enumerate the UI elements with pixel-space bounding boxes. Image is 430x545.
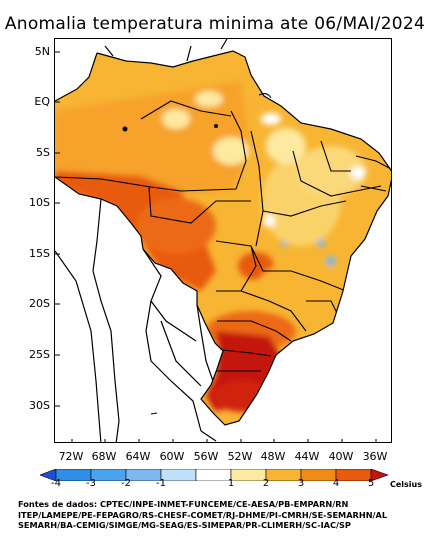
- sources-line-2: ITEP/LAMEPE/PE-FEPAGRO/RS-CHESF-COMET/RJ…: [18, 509, 388, 520]
- islands: [122, 93, 272, 415]
- colorbar-seg-gt-5: [370, 469, 389, 481]
- anomaly-map: [55, 39, 391, 442]
- lon-label-48w: 48W: [260, 450, 286, 463]
- lat-label-5s: 5S: [36, 146, 50, 159]
- lon-label-40w: 40W: [328, 450, 354, 463]
- colorbar-tick: 5: [367, 478, 375, 489]
- colorbar-tick: -3: [86, 478, 96, 489]
- data-sources: Fontes de dados: CPTEC/INPE-INMET-FUNCEM…: [18, 499, 428, 531]
- colorbar-tick: 2: [262, 478, 270, 489]
- colorbar-tick: -2: [121, 478, 131, 489]
- lon-label-60w: 60W: [159, 450, 185, 463]
- sources-line-3: SEMARH/BA-CEMIG/SIMGE/MG-SEAG/ES-SIMEPAR…: [18, 520, 351, 530]
- colorbar-tick: 3: [297, 478, 305, 489]
- colorbar-tick: 4: [332, 478, 340, 489]
- map-area: [54, 38, 392, 443]
- lat-label-20s: 20S: [29, 297, 50, 310]
- anomaly-field: [55, 51, 391, 425]
- lat-label-5n: 5N: [34, 45, 50, 58]
- map-title: Anomalia temperatura minima ate 06/MAI/2…: [4, 14, 426, 34]
- lon-label-64w: 64W: [125, 450, 151, 463]
- colorbar: [40, 469, 389, 481]
- lon-label-36w: 36W: [362, 450, 388, 463]
- colorbar-tick: 1: [227, 478, 235, 489]
- lat-label-30s: 30S: [29, 399, 50, 412]
- lon-label-52w: 52W: [227, 450, 253, 463]
- sources-line-1: Fontes de dados: CPTEC/INPE-INMET-FUNCEM…: [18, 499, 349, 509]
- lat-label-eq: EQ: [34, 95, 50, 108]
- lon-label-68w: 68W: [91, 450, 117, 463]
- axis-ticks: [55, 51, 377, 442]
- lat-label-15s: 15S: [29, 247, 50, 260]
- colorbar-tick: -1: [156, 478, 166, 489]
- lon-label-72w: 72W: [58, 450, 84, 463]
- lon-label-56w: 56W: [193, 450, 219, 463]
- lat-label-25s: 25S: [29, 348, 50, 361]
- colorbar-tick: -4: [51, 478, 61, 489]
- lat-label-10s: 10S: [29, 196, 50, 209]
- colorbar-unit: Celsius: [390, 480, 422, 489]
- country-borders: [55, 39, 391, 442]
- lon-label-44w: 44W: [294, 450, 320, 463]
